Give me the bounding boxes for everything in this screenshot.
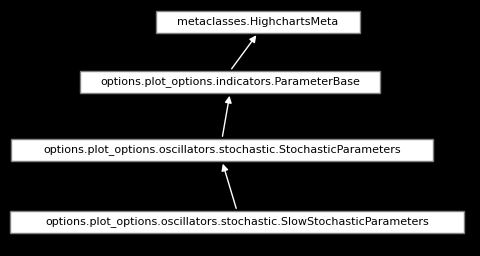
Text: metaclasses.HighchartsMeta: metaclasses.HighchartsMeta <box>177 17 338 27</box>
FancyBboxPatch shape <box>156 11 359 33</box>
Text: options.plot_options.indicators.ParameterBase: options.plot_options.indicators.Paramete… <box>100 77 359 88</box>
FancyBboxPatch shape <box>80 71 379 93</box>
Text: options.plot_options.oscillators.stochastic.SlowStochasticParameters: options.plot_options.oscillators.stochas… <box>45 217 428 227</box>
FancyBboxPatch shape <box>10 211 463 233</box>
FancyBboxPatch shape <box>11 139 432 161</box>
Text: options.plot_options.oscillators.stochastic.StochasticParameters: options.plot_options.oscillators.stochas… <box>43 145 400 155</box>
